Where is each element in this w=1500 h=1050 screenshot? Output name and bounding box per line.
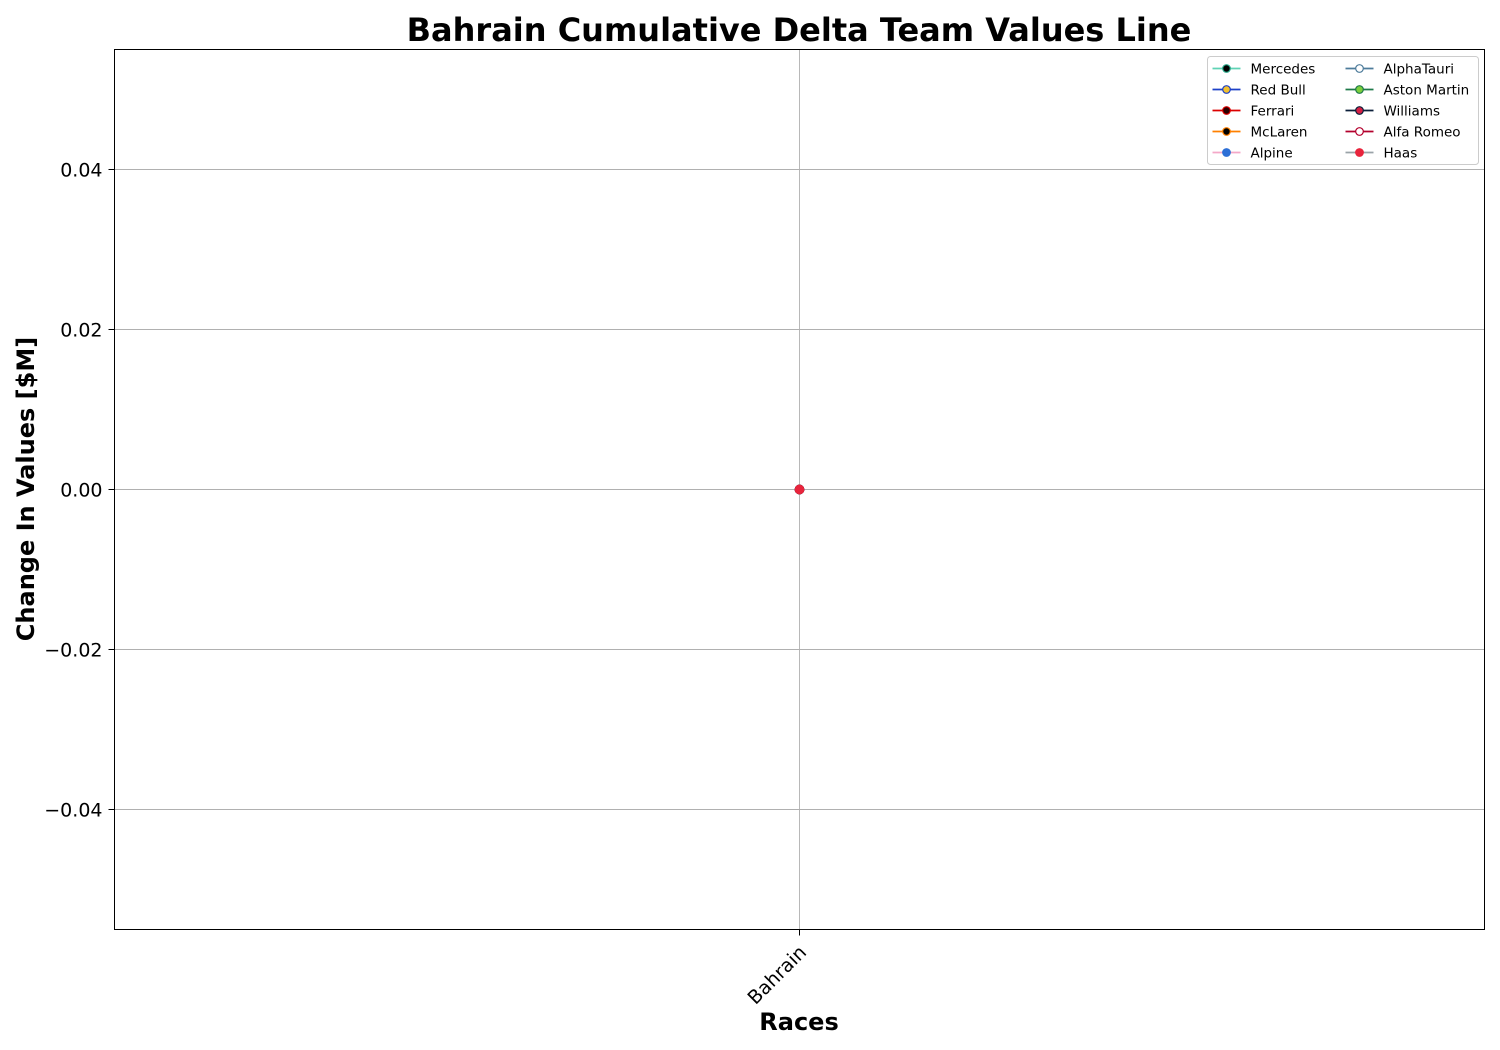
- legend-label-aston-martin: Aston Martin: [1384, 83, 1470, 99]
- y-axis-label: Change In Values [$M]: [12, 337, 40, 641]
- legend-marker-aston-martin: [1355, 85, 1364, 94]
- data-point-haas: [794, 484, 805, 495]
- legend-marker-mclaren: [1222, 127, 1231, 136]
- legend-label-red-bull: Red Bull: [1251, 83, 1306, 99]
- legend-marker-alphatauri: [1355, 64, 1364, 73]
- legend-label-williams: Williams: [1384, 104, 1441, 120]
- y-axis: −0.04 −0.02 0.00 0.02 0.04: [44, 160, 115, 822]
- legend-label-mclaren: McLaren: [1251, 125, 1308, 141]
- legend-label-alphatauri: AlphaTauri: [1384, 62, 1455, 78]
- chart-title: Bahrain Cumulative Delta Team Values Lin…: [407, 11, 1192, 49]
- legend-marker-alfa-romeo: [1355, 127, 1364, 136]
- legend-marker-williams: [1355, 106, 1364, 115]
- legend-label-ferrari: Ferrari: [1251, 104, 1295, 120]
- legend-marker-ferrari: [1222, 106, 1231, 115]
- plot-area: [794, 484, 805, 495]
- legend-marker-haas: [1355, 148, 1364, 157]
- legend-marker-alpine: [1222, 148, 1231, 157]
- legend-label-haas: Haas: [1384, 146, 1418, 162]
- legend-marker-mercedes: [1222, 64, 1231, 73]
- x-axis-label: Races: [759, 1008, 838, 1036]
- legend-label-alfa-romeo: Alfa Romeo: [1384, 125, 1461, 141]
- legend: Mercedes Red Bull Ferrari McLaren Alpine Alph…: [1207, 56, 1479, 165]
- legend-box: [1207, 56, 1479, 165]
- y-tick-label: 0.02: [60, 320, 102, 342]
- y-tick-label: 0.04: [60, 160, 102, 182]
- legend-marker-red-bull: [1222, 85, 1231, 94]
- y-tick-label: −0.04: [44, 800, 102, 822]
- y-tick-label: −0.02: [44, 640, 102, 662]
- y-tick-label: 0.00: [60, 480, 102, 502]
- legend-label-mercedes: Mercedes: [1251, 62, 1316, 78]
- legend-label-alpine: Alpine: [1251, 146, 1293, 162]
